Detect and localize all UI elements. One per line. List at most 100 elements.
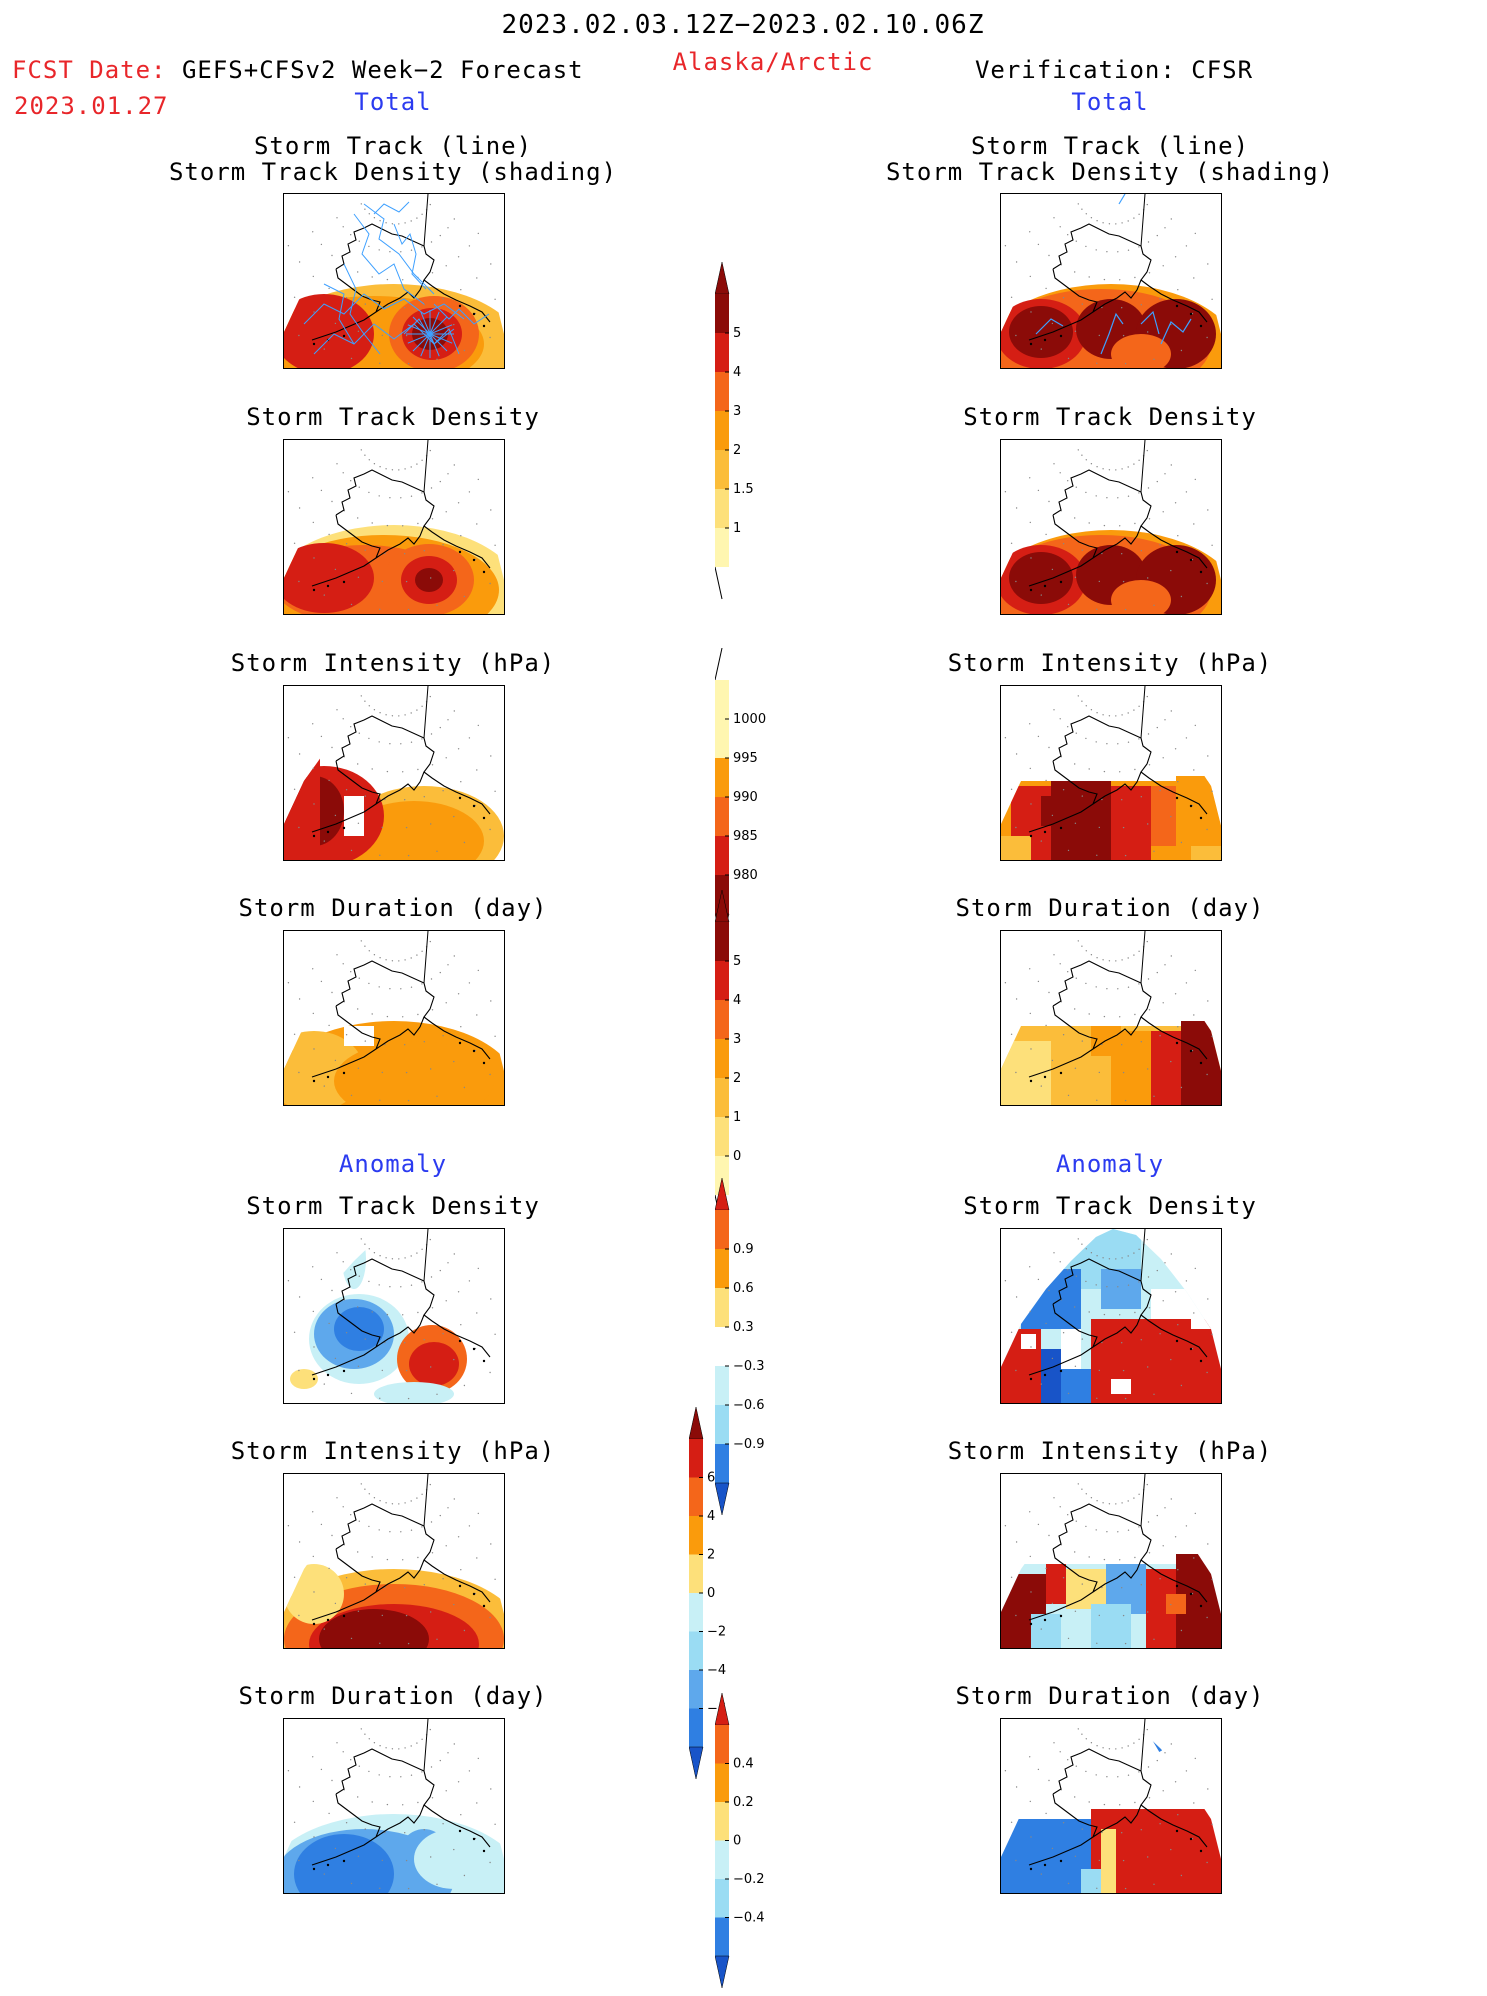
colorbar-anom-duration: 0.4 0.2 0 −0.2 −0.4 <box>714 1692 785 1996</box>
coastline <box>311 1258 491 1376</box>
coastline <box>1028 715 1208 833</box>
shade-area <box>342 1229 366 1289</box>
track-line <box>412 316 431 335</box>
colorbar-cell <box>689 1554 703 1593</box>
colorbar-cell <box>715 294 729 333</box>
shade-area <box>414 1829 494 1889</box>
colorbar-tick-label: −0.9 <box>733 1437 765 1452</box>
shade-area <box>284 543 374 613</box>
track-line <box>393 223 427 290</box>
colorbar-cell <box>689 1516 703 1555</box>
left-section-label: Total <box>354 88 432 116</box>
grid-cell <box>1151 1289 1191 1319</box>
colorbar-cell <box>715 528 729 567</box>
grid-cell <box>1001 836 1031 860</box>
graticule <box>287 449 496 611</box>
border-line <box>1140 931 1146 984</box>
colorbar-anom-density: 0.9 0.6 0.3 −0.3 −0.6 −0.9 <box>714 1177 785 1523</box>
colorbar-cell <box>715 1078 729 1117</box>
border-line <box>423 1719 429 1772</box>
colorbar-cell <box>715 1802 729 1841</box>
left-anom-intensity-title: Storm Intensity (hPa) <box>230 1437 556 1465</box>
right-anom-density-title: Storm Track Density <box>963 1192 1257 1220</box>
track-line <box>363 203 435 295</box>
map-right-intensity-svg <box>1001 686 1221 860</box>
colorbar-anom-duration-svg: 0.4 0.2 0 −0.2 −0.4 <box>714 1692 765 1989</box>
track-line <box>1140 310 1160 335</box>
colorbar-cell <box>715 1725 729 1764</box>
colorbar-tick-label: −2 <box>707 1625 726 1640</box>
right-track-title-1: Storm Track (line) <box>970 132 1250 160</box>
grid-cell <box>1101 1829 1116 1893</box>
shade-area <box>374 1382 454 1403</box>
colorbar-tick-label: 0.3 <box>733 1320 754 1335</box>
coastline <box>1028 1503 1208 1621</box>
storm-track-lines <box>1035 194 1192 355</box>
grid-cell <box>284 756 320 860</box>
map-right-density-svg <box>1001 440 1221 614</box>
map-right-anom-duration <box>1000 1718 1222 1894</box>
colorbar-anom-intensity: 6 4 2 0 −2 −4 −6 <box>688 1406 759 1787</box>
left-anom-density-title: Storm Track Density <box>246 1192 540 1220</box>
colorbar-tick-label: 1.5 <box>733 482 754 497</box>
track-line <box>1035 318 1064 335</box>
border-line <box>1140 1229 1146 1282</box>
right-duration-title: Storm Duration (day) <box>955 894 1265 922</box>
shade-area <box>319 1609 429 1648</box>
colorbar-cell <box>689 1439 703 1478</box>
shade-area <box>284 294 374 368</box>
left-duration-title: Storm Duration (day) <box>238 894 548 922</box>
colorbar-cell <box>715 1405 729 1444</box>
map-right-density <box>1000 439 1222 615</box>
right-track-title-2: Storm Track Density (shading) <box>885 158 1335 186</box>
colorbar-tick-label: 0.2 <box>733 1795 754 1810</box>
coastline <box>311 715 491 833</box>
border-line <box>423 1474 429 1527</box>
border-line <box>1140 686 1146 739</box>
map-left-density-svg <box>284 440 504 614</box>
colorbar-tick-label: 990 <box>733 790 758 805</box>
colorbar-cell <box>689 1708 703 1747</box>
track-line <box>429 333 453 344</box>
colorbar-duration-svg: 5 4 3 2 1 0 <box>714 889 741 1228</box>
map-left-anom-intensity-svg <box>284 1474 504 1648</box>
map-left-duration <box>283 930 505 1106</box>
map-right-anom-intensity-svg <box>1001 1474 1221 1648</box>
fcst-header: FCST Date: GEFS+CFSv2 Week−2 Forecast <box>12 56 584 84</box>
shade-area <box>294 1834 394 1893</box>
graticule <box>287 1483 496 1645</box>
grid-cell <box>1021 1269 1081 1329</box>
colorbar-density-svg: 5 4 3 2 1.5 1 <box>714 261 754 600</box>
colorbar-tick-label: 995 <box>733 751 758 766</box>
map-right-track <box>1000 193 1222 369</box>
colorbar-tick-label: 2 <box>733 443 741 458</box>
graticule <box>1004 203 1213 365</box>
track-line <box>1100 312 1124 355</box>
border-line <box>1140 440 1146 493</box>
map-right-duration <box>1000 930 1222 1106</box>
colorbar-cell <box>715 1840 729 1879</box>
colorbar-tick-label: 2 <box>707 1548 715 1563</box>
grid-cell <box>1041 796 1061 826</box>
left-intensity-title: Storm Intensity (hPa) <box>230 649 556 677</box>
grid-cell <box>1001 1819 1091 1893</box>
right-intensity-title: Storm Intensity (hPa) <box>947 649 1273 677</box>
track-line <box>429 333 440 357</box>
graticule <box>287 1238 496 1400</box>
border-line <box>423 686 429 739</box>
colorbar-duration: 5 4 3 2 1 0 <box>714 889 785 1235</box>
colorbar-cell <box>689 1670 703 1709</box>
track-line <box>429 333 448 352</box>
colorbar-anom-density-svg: 0.9 0.6 0.3 −0.3 −0.6 −0.9 <box>714 1177 765 1516</box>
fcst-label: FCST Date: <box>12 56 167 84</box>
map-right-track-svg <box>1001 194 1221 368</box>
track-line <box>343 263 381 355</box>
colorbar-cell <box>715 1879 729 1918</box>
track-line <box>429 311 440 335</box>
colorbar-arrow <box>714 889 730 923</box>
colorbar-cell <box>715 1288 729 1327</box>
colorbar-cell <box>715 372 729 411</box>
colorbar-arrow <box>714 1177 730 1211</box>
track-line <box>420 311 431 335</box>
